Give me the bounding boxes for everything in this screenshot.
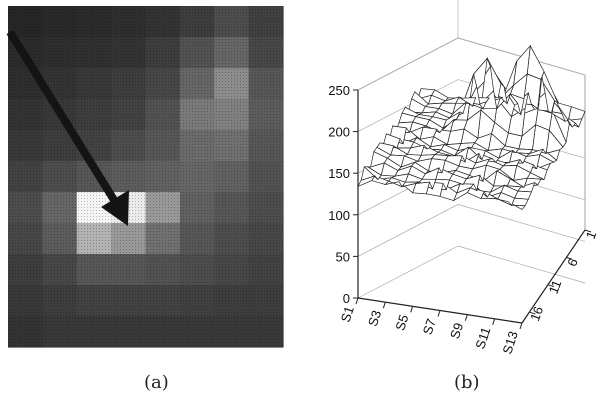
z-tick-label: 50 <box>336 249 350 264</box>
y-tick-mark <box>547 284 555 288</box>
caption-a: (a) <box>144 372 169 393</box>
panel-a-image <box>6 6 284 348</box>
y-tick-mark <box>584 229 592 233</box>
x-tick-label: S11 <box>472 325 493 351</box>
x-tick-label: S9 <box>447 321 466 341</box>
x-tick-mark <box>437 310 441 317</box>
y-tick-mark <box>566 256 573 260</box>
x-tick-label: S5 <box>392 313 411 333</box>
x-tick-mark <box>519 322 523 330</box>
y-tick-label: 11 <box>546 278 565 296</box>
z-gridline <box>357 204 586 257</box>
surface-mesh <box>357 44 586 210</box>
x-tick-mark <box>382 302 386 309</box>
y-tick-mark <box>529 311 536 315</box>
x-tick-mark <box>464 314 468 321</box>
z-tick-label: 250 <box>328 83 350 98</box>
z-tick-label: 100 <box>328 208 350 223</box>
x-tick-label: S1 <box>338 304 357 324</box>
arrow-pointer-icon <box>6 29 129 226</box>
y-tick-label: 6 <box>564 256 581 268</box>
z-gridline <box>357 37 586 91</box>
dither-overlay <box>8 6 283 347</box>
z-gridline <box>357 245 586 299</box>
caption-b: (b) <box>454 372 480 393</box>
x-tick-label: S7 <box>420 317 439 337</box>
surface-cell <box>357 175 376 188</box>
x-tick-label: S3 <box>365 308 384 328</box>
z-tick-label: 200 <box>328 125 350 140</box>
x-tick-mark <box>492 318 496 325</box>
z-axis-ticks: 250 200 150 100 50 0 <box>328 83 358 306</box>
x-tick-label: S13 <box>499 329 520 356</box>
y-tick-label: 1 <box>583 229 600 241</box>
y-tick-label: 16 <box>527 304 546 323</box>
x-tick-mark <box>355 297 359 305</box>
z-tick-label: 0 <box>343 291 350 306</box>
y-axis-line <box>521 229 586 324</box>
x-tick-mark <box>410 306 414 313</box>
z-tick-label: 150 <box>328 166 350 181</box>
x-axis-ticks: S1 S3 S5 S7 S9 S11 S13 <box>338 297 523 356</box>
